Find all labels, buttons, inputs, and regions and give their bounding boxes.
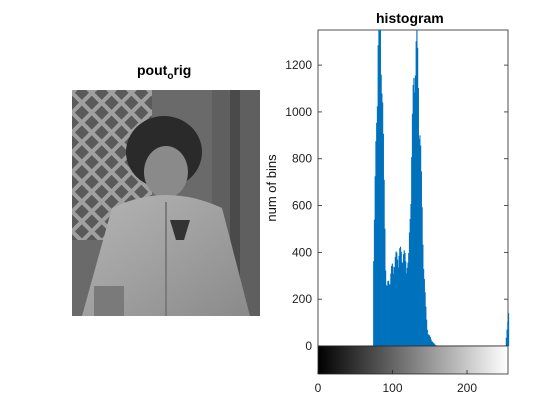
- y-tick-label: 600: [292, 199, 312, 213]
- histogram-bar: [508, 313, 509, 346]
- y-tick-label: 1000: [285, 105, 312, 119]
- y-tick-label: 800: [292, 152, 312, 166]
- colorbar: [318, 346, 508, 374]
- y-tick-label: 1200: [285, 58, 312, 72]
- y-axis-label: num of bins: [264, 154, 279, 222]
- y-tick-label: 0: [305, 339, 312, 353]
- y-tick-label: 400: [292, 245, 312, 259]
- x-tick-label: 200: [457, 381, 477, 395]
- y-tick-label: 200: [292, 292, 312, 306]
- x-tick-label: 0: [315, 381, 322, 395]
- x-tick-label: 100: [382, 381, 402, 395]
